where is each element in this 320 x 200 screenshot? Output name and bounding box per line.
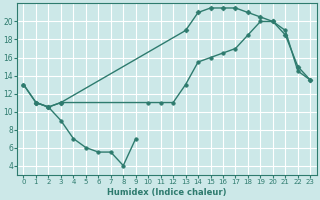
X-axis label: Humidex (Indice chaleur): Humidex (Indice chaleur): [107, 188, 227, 197]
